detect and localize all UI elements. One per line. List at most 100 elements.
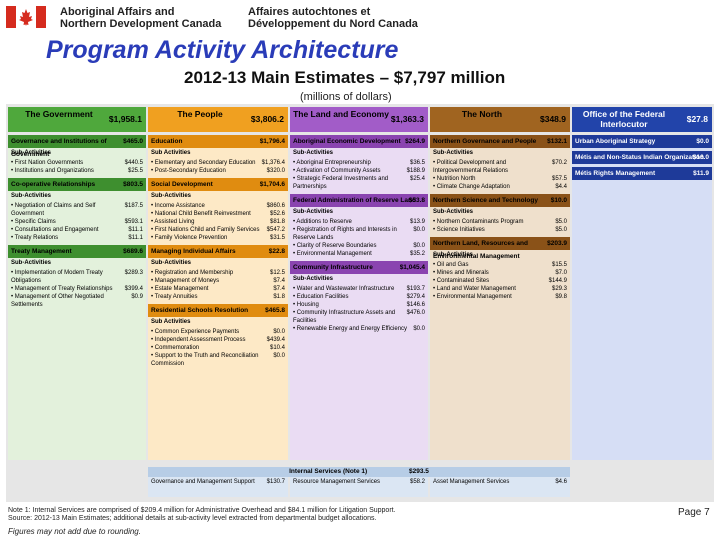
sub-activity-label: • Negotiation of Claims and Self Governm… [11,203,96,217]
internal-service-item: Governance and Management Support $130.7 [148,477,288,497]
program-activity-title: Federal Administration of Reserve Land [293,197,416,204]
sub-activity-value: $593.1 [124,219,143,225]
sub-activity-row: • Support to the Truth and Reconciliatio… [151,352,285,368]
units-label: (millions of dollars) [300,91,392,103]
sub-activity-label: • Housing [293,302,319,308]
program-activity: Northern Science and Technology $10.0 Sub-… [430,194,570,234]
sub-activity-label: • First Nation Governments [11,160,84,166]
sub-activity-value: $5.0 [555,219,567,225]
sub-activity-label: • Activation of Community Assets [293,168,381,174]
dept-name-en: Aboriginal Affairs and Northern Developm… [60,6,221,30]
program-activity-title: Métis Rights Management [575,170,656,177]
sub-activity-label: • Registration of Rights and Interests i… [293,227,397,241]
sub-activity-row: • Additions to Reserve $13.9 [293,218,425,226]
program-activity-title-bar: Northern Science and Technology $10.0 [430,194,570,207]
sub-activity-row: • Renewable Energy and Energy Efficiency… [293,325,425,333]
internal-services-total: $293.5 [408,468,429,475]
sub-activity-label: • Management of Treaty Relationships [11,286,113,292]
program-activity: Social Development $1,704.6 Sub-Activities… [148,178,288,242]
sub-activity-value: $0.0 [273,353,285,359]
sub-activity-label: • Clarity of Reserve Boundaries [293,243,377,249]
program-activity-value: $1,704.6 [259,181,285,188]
sub-activity-label: • Post-Secondary Education [151,168,226,174]
sub-activity-row: • Environmental Management $35.2 [293,250,425,258]
internal-service-value: $130.7 [266,479,285,485]
sub-activity-value: $29.3 [551,286,567,292]
column-body-land: Aboriginal Economic Development $264.9 Sub… [290,135,428,460]
column-header-people: The People $3,806.2 [148,107,288,132]
program-activity-value: $1,045.4 [399,264,425,271]
internal-service-value: $58.2 [409,479,425,485]
column-total: $1,958.1 [108,114,142,124]
sub-activity-label: • Community Infrastructure Assets and Fa… [293,310,396,324]
footnote: Note 1: Internal Services are comprised … [8,507,396,523]
sub-activity-row: • National Child Benefit Reinvestment $52… [151,210,285,218]
sub-activities-label: Sub-Activities [430,250,570,259]
sub-activity-label: • Oil and Gas [433,262,469,268]
sub-activity-label: • Land and Water Management [433,286,516,292]
sub-activity-value: $193.7 [406,286,425,292]
program-activity: Community Infrastructure $1,045.4 Sub-Acti… [290,261,428,333]
column-name: The Government [25,109,93,119]
program-activity: Residential Schools Resolution $465.8 Sub … [148,304,288,368]
program-activity-title-bar: Aboriginal Economic Development $264.9 [290,135,428,148]
sub-activity-value: $320.0 [266,168,285,174]
program-activity: Métis and Non-Status Indian Organization… [572,151,712,174]
program-activity-title-bar: Governance and Institutions of Governmen… [8,135,146,158]
program-activity: Governance and Institutions of Governmen… [8,135,146,175]
program-activity-title-bar: Métis Rights Management $11.9 [572,167,712,180]
sub-activity-label: • Estate Management [151,286,209,292]
sub-activity-row: • Strategic Federal Investments and Part… [293,175,425,191]
program-activity-value: $264.9 [405,138,425,145]
sub-activity-row: • First Nations Child and Family Service… [151,226,285,234]
sub-activity-row: • Institutions and Organizations $25.5 [11,167,143,175]
program-activity-title: Governance and Institutions of Governmen… [11,138,107,158]
sub-activity-value: $440.5 [124,160,143,166]
sub-activity-label: • Management of Moneys [151,278,220,284]
program-activity: Métis Rights Management $11.9 [572,167,712,180]
sub-activity-row: • Registration of Rights and Interests i… [293,226,425,242]
program-activity-value: $132.1 [547,138,567,145]
sub-activity-row: • Water and Wastewater Infrastructure $19… [293,285,425,293]
sub-activity-label: • Management of Other Negotiated Settlem… [11,294,104,308]
sub-activity-value: $4.4 [555,184,567,190]
column-header-land: The Land and Economy $1,363.3 [290,107,428,132]
sub-activity-row: • First Nation Governments $440.5 [11,159,143,167]
sub-activity-row: • Common Experience Payments $0.0 [151,328,285,336]
program-activity-value: $22.8 [268,248,285,255]
sub-activity-row: • Aboriginal Entrepreneurship $36.5 [293,159,425,167]
program-activity-title: Aboriginal Economic Development [293,138,401,145]
dept-name-en-line1: Aboriginal Affairs and [60,6,175,18]
column-total: $3,806.2 [250,114,284,124]
sub-activity-row: • Management of Treaty Relationships $399… [11,285,143,293]
program-activity-title-bar: Federal Administration of Reserve Land $5… [290,194,428,207]
sub-activity-row: • Activation of Community Assets $188.9 [293,167,425,175]
sub-activity-row: • Education Facilities $279.4 [293,293,425,301]
sub-activity-label: • Income Assistance [151,203,205,209]
sub-activity-label: • Water and Wastewater Infrastructure [293,286,395,292]
sub-activity-row: • Elementary and Secondary Education $1,3… [151,159,285,167]
sub-activity-label: • Consultations and Engagement [11,227,99,233]
sub-activity-value: $399.4 [124,286,143,292]
sub-activity-label: • Northern Contaminants Program [433,219,524,225]
sub-activity-label: • Commemoration [151,345,200,351]
sub-activity-label: • Specific Claims [11,219,56,225]
column-header-federal: Office of the Federal Interlocutor $27.8 [572,107,712,132]
sub-activity-row: • Clarity of Reserve Boundaries $0.0 [293,242,425,250]
sub-activity-label: • Family Violence Prevention [151,235,228,241]
program-activity-value: $1,796.4 [259,138,285,145]
rounding-note: Figures may not add due to rounding. [8,527,141,536]
sub-activity-label: • Education Facilities [293,294,349,300]
sub-activity-row: • Negotiation of Claims and Self Governm… [11,202,143,218]
internal-services-title: Internal Services (Note 1) [289,468,368,475]
sub-activity-row: • Environmental Management $9.8 [433,293,567,301]
sub-activity-label: • Renewable Energy and Energy Efficiency [293,326,408,332]
sub-activities-label: Sub-Activities [151,260,192,266]
sub-activities-label: Sub-Activities [11,260,52,266]
program-activity: Federal Administration of Reserve Land $5… [290,194,428,258]
sub-activity-row: • Post-Secondary Education $320.0 [151,167,285,175]
sub-activity-value: $439.4 [266,337,285,343]
program-activity-title: Community Infrastructure [293,264,373,271]
sub-activity-label: • Common Experience Payments [151,329,240,335]
column-name: The North [461,109,503,119]
